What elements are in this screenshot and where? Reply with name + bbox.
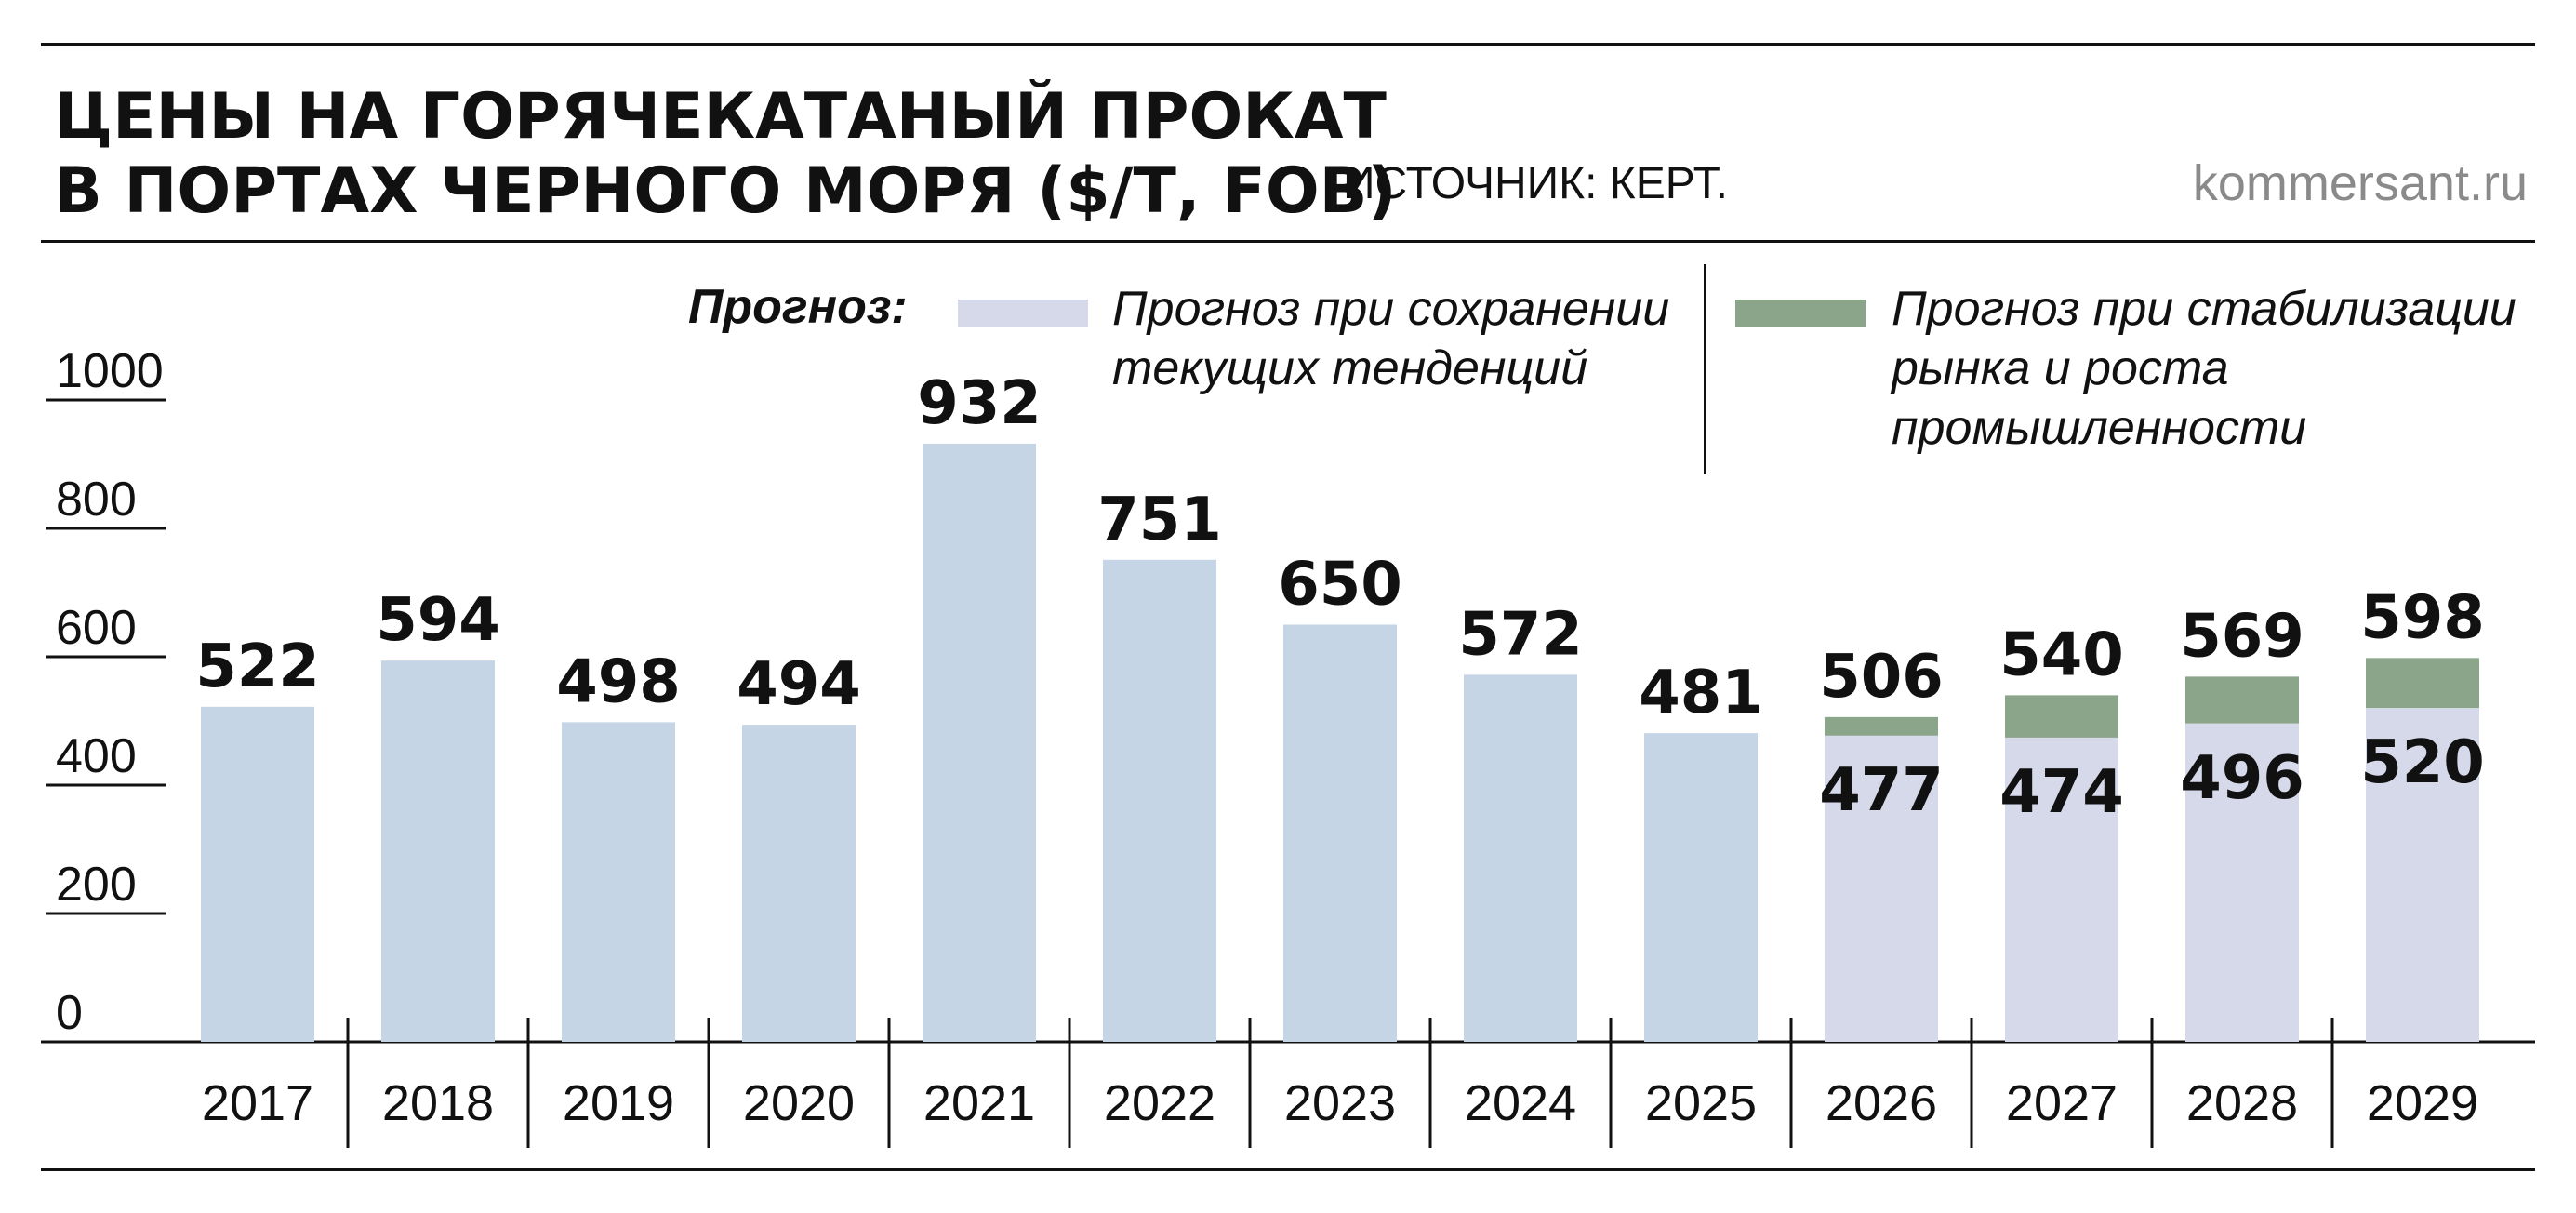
x-tick-label: 2018 bbox=[382, 1075, 494, 1131]
data-label-actual: 481 bbox=[1639, 659, 1763, 727]
y-tick-label: 1000 bbox=[56, 344, 164, 398]
data-label-actual: 498 bbox=[556, 647, 681, 716]
data-label-stabilization: 598 bbox=[2360, 583, 2485, 652]
header-rule bbox=[41, 240, 2535, 243]
bar-actual bbox=[562, 722, 675, 1042]
bar-actual bbox=[742, 725, 856, 1042]
bar-actual bbox=[1464, 674, 1577, 1042]
y-tick-label: 200 bbox=[56, 858, 137, 912]
data-label-current: 477 bbox=[1819, 756, 1944, 825]
x-tick-label: 2024 bbox=[1465, 1075, 1576, 1131]
legend-label-stabilization-line2: рынка и роста bbox=[1892, 341, 2229, 395]
bar-forecast-stabilization bbox=[2185, 676, 2299, 724]
data-label-actual: 594 bbox=[376, 586, 500, 655]
bar-actual bbox=[923, 443, 1036, 1042]
x-tick-label: 2022 bbox=[1104, 1075, 1215, 1131]
bar-actual bbox=[201, 706, 314, 1042]
data-label-stabilization: 506 bbox=[1819, 643, 1944, 712]
chart-title-line1: ЦЕНЫ НА ГОРЯЧЕКАТАНЫЙ ПРОКАТ bbox=[54, 80, 1387, 153]
data-label-current: 474 bbox=[1999, 758, 2124, 827]
bar-forecast-current bbox=[2366, 708, 2479, 1042]
legend-label-stabilization: Прогноз при стабилизации рынка и роста п… bbox=[1892, 279, 2516, 458]
bar-actual bbox=[381, 660, 495, 1042]
x-tick-label: 2023 bbox=[1284, 1075, 1396, 1131]
data-label-actual: 494 bbox=[737, 650, 861, 719]
x-tick-label: 2028 bbox=[2186, 1075, 2298, 1131]
x-tick-label: 2021 bbox=[923, 1075, 1035, 1131]
y-tick-label: 600 bbox=[56, 601, 137, 655]
legend-label-current-line2: текущих тенденций bbox=[1112, 341, 1588, 395]
y-tick-label: 800 bbox=[56, 473, 137, 527]
data-label-actual: 650 bbox=[1278, 551, 1402, 620]
x-tick-label: 2027 bbox=[2006, 1075, 2118, 1131]
chart-title: ЦЕНЫ НА ГОРЯЧЕКАТАНЫЙ ПРОКАТ В ПОРТАХ ЧЕ… bbox=[54, 80, 1397, 229]
site-name: kommersant.ru bbox=[2192, 155, 2528, 211]
legend-label-current-line1: Прогноз при сохранении bbox=[1112, 282, 1670, 336]
legend-swatch-stabilization bbox=[1735, 300, 1866, 327]
chart-title-line2: В ПОРТАХ ЧЕРНОГО МОРЯ ($/Т, FOB) bbox=[54, 154, 1397, 228]
data-label-actual: 522 bbox=[195, 633, 320, 701]
source-note: ИСТОЧНИК: КЕРТ. bbox=[1343, 159, 1728, 208]
legend-label-stabilization-line1: Прогноз при стабилизации bbox=[1892, 282, 2516, 336]
data-label-stabilization: 569 bbox=[2180, 602, 2304, 671]
bar-forecast-stabilization bbox=[2005, 695, 2118, 738]
x-tick-label: 2020 bbox=[743, 1075, 855, 1131]
data-label-current: 520 bbox=[2360, 728, 2485, 797]
x-tick-label: 2017 bbox=[202, 1075, 313, 1131]
bar-actual bbox=[1103, 559, 1216, 1042]
bar-forecast-current bbox=[2185, 723, 2299, 1042]
x-tick-label: 2019 bbox=[563, 1075, 674, 1131]
bottom-rule bbox=[41, 1168, 2535, 1171]
bar-actual bbox=[1644, 733, 1758, 1042]
bar-forecast-stabilization bbox=[2366, 658, 2479, 709]
bar-actual bbox=[1283, 624, 1397, 1042]
bar-forecast-current bbox=[2005, 737, 2118, 1042]
data-label-actual: 572 bbox=[1458, 600, 1583, 669]
y-tick-label: 0 bbox=[56, 986, 83, 1040]
x-tick-label: 2026 bbox=[1826, 1075, 1937, 1131]
bar-forecast-stabilization bbox=[1825, 716, 1938, 736]
y-tick-label: 400 bbox=[56, 729, 137, 783]
top-rule bbox=[41, 43, 2535, 46]
x-tick-label: 2029 bbox=[2367, 1075, 2478, 1131]
data-label-actual: 932 bbox=[917, 369, 1042, 438]
legend-divider bbox=[1704, 264, 1706, 474]
legend-heading: Прогноз: bbox=[688, 280, 908, 334]
data-label-stabilization: 540 bbox=[1999, 620, 2124, 689]
legend-label-current: Прогноз при сохранении текущих тенденций bbox=[1112, 279, 1669, 398]
data-label-current: 496 bbox=[2180, 744, 2304, 813]
x-tick-label: 2025 bbox=[1645, 1075, 1757, 1131]
data-label-actual: 751 bbox=[1097, 486, 1222, 554]
bar-forecast-current bbox=[1825, 735, 1938, 1042]
legend-label-stabilization-line3: промышленности bbox=[1892, 401, 2307, 455]
legend-swatch-current bbox=[958, 300, 1088, 327]
